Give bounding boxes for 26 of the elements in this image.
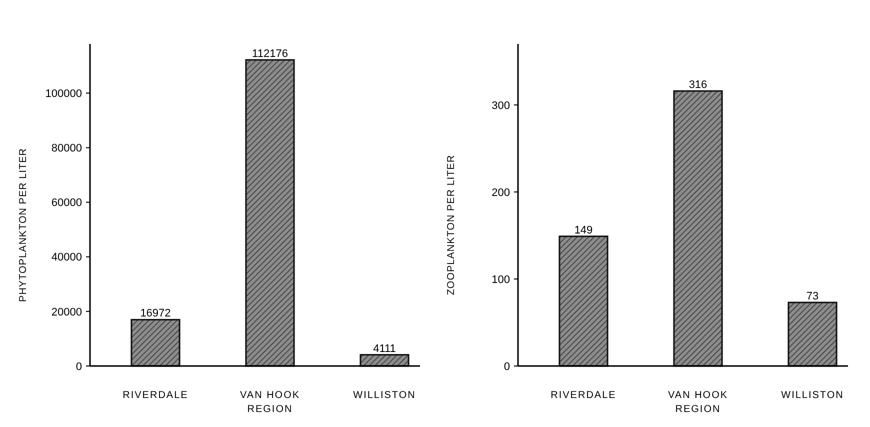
data-label: 112176 <box>252 48 288 60</box>
y-tick-label: 300 <box>492 100 510 112</box>
data-label: 4111 <box>373 342 396 355</box>
y-axis-title: ZOOPLANKTON PER LITER <box>446 154 457 296</box>
y-axis-title: PHYTOPLANKTON PER LITER <box>18 148 29 302</box>
x-tick-label: RIVERDALE <box>550 390 616 401</box>
y-tick-label: 40000 <box>51 252 82 264</box>
data-label: 316 <box>688 78 708 91</box>
data-label: 149 <box>574 224 593 236</box>
y-tick-label: 100000 <box>45 88 82 100</box>
x-axis-title: REGION <box>247 404 293 415</box>
x-tick-label: VAN HOOK <box>240 390 300 401</box>
y-tick-label: 20000 <box>51 306 82 318</box>
y-tick-label: 200 <box>492 186 510 199</box>
y-tick-label: 60000 <box>51 197 82 210</box>
x-tick-label: VAN HOOK <box>668 390 728 401</box>
x-tick-label: WILLISTON <box>353 390 416 401</box>
y-tick-label: 80000 <box>51 142 82 155</box>
x-tick-label: RIVERDALE <box>122 390 188 401</box>
x-tick-label: WILLISTON <box>781 390 844 401</box>
data-label: 73 <box>806 290 819 302</box>
y-tick-label: 0 <box>76 360 82 373</box>
y-tick-label: 100 <box>492 274 510 286</box>
y-tick-label: 0 <box>504 360 510 373</box>
x-axis-title: REGION <box>675 404 721 415</box>
data-label: 16972 <box>140 308 171 320</box>
